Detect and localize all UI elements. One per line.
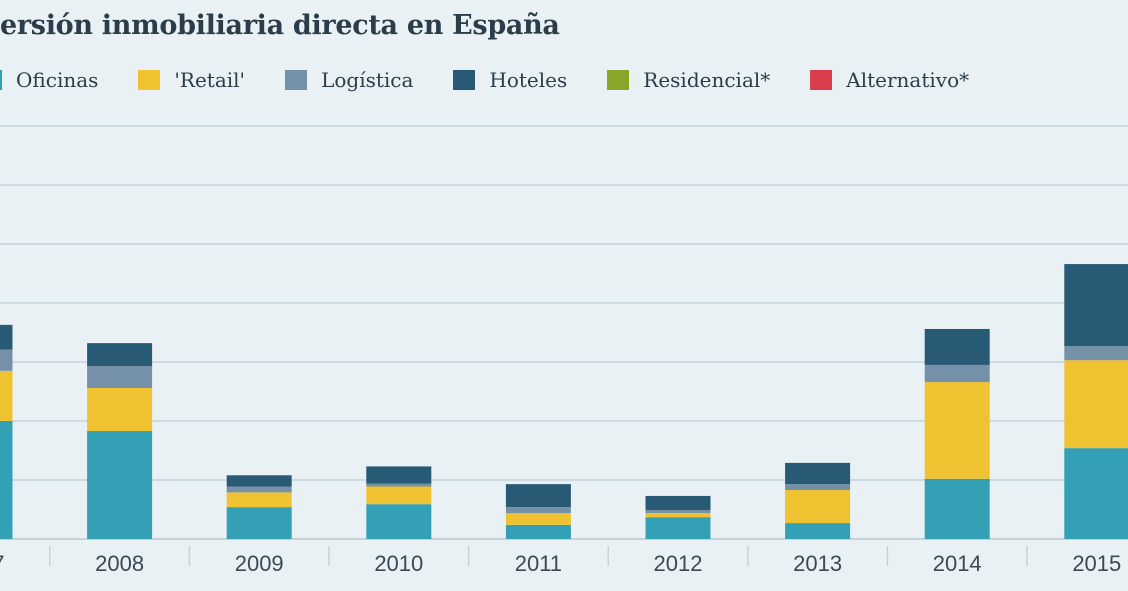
bar-segment <box>785 523 851 539</box>
bar-segment <box>366 466 432 484</box>
x-tick-label: 2011 <box>515 551 562 576</box>
bar-segment <box>924 364 990 383</box>
bar-segment <box>226 475 292 487</box>
legend-item: Hoteles <box>453 68 567 92</box>
bar-segment <box>87 366 153 388</box>
bar-segment <box>785 490 851 524</box>
legend-label: Logística <box>321 68 414 92</box>
x-tick-label: 2008 <box>95 551 144 576</box>
bar-segment <box>785 484 851 491</box>
bar-segment <box>366 504 432 539</box>
legend-item: Oficinas <box>0 68 98 92</box>
legend-label: Alternativo* <box>846 68 970 92</box>
bar-segment <box>0 370 13 421</box>
legend-label: Residencial* <box>643 68 771 92</box>
x-tick-label: 2010 <box>374 551 423 576</box>
legend-label: 'Retail' <box>174 68 246 92</box>
bar-segment <box>87 387 153 432</box>
bar-segment <box>645 510 711 514</box>
bar-segment <box>0 421 13 539</box>
legend-label: Hoteles <box>489 68 568 92</box>
legend-swatch <box>607 70 630 90</box>
bar-segment <box>1064 360 1128 449</box>
bar-segment <box>1064 448 1128 539</box>
legend-swatch <box>0 70 2 90</box>
legend-swatch <box>285 70 308 90</box>
chart-title: ersión inmobiliaria directa en España <box>0 10 560 41</box>
bar-segment <box>0 349 13 371</box>
bar-segment <box>87 343 153 367</box>
bar-segment <box>0 324 13 350</box>
legend: Oficinas 'Retail' Logística Hoteles Residenc… <box>0 68 1009 92</box>
bar-segment <box>87 431 153 539</box>
x-tick-label: 2007 <box>0 551 4 576</box>
x-tick-label: 2009 <box>235 551 284 576</box>
bar-segment <box>366 486 432 505</box>
bar-segment <box>226 492 292 508</box>
legend-item: 'Retail' <box>138 68 245 92</box>
bar-segment <box>505 484 571 508</box>
legend-swatch <box>453 70 476 90</box>
x-tick-label: 2012 <box>654 551 703 576</box>
legend-item: Logística <box>285 68 413 92</box>
bar-segment <box>226 507 292 539</box>
bar-segment <box>366 483 432 487</box>
bar-segment <box>505 513 571 525</box>
x-tick-label: 2013 <box>793 551 842 576</box>
legend-swatch <box>138 70 161 90</box>
x-tick-label: 2015 <box>1072 551 1121 576</box>
legend-item: Residencial* <box>607 68 770 92</box>
bar-segment <box>505 507 571 514</box>
bar-segment <box>645 513 711 518</box>
legend-swatch <box>810 70 833 90</box>
bar-segment <box>645 517 711 539</box>
bar-segment <box>645 495 711 511</box>
bar-segment <box>505 524 571 539</box>
bar-segment <box>924 382 990 479</box>
bar-segment <box>785 462 851 485</box>
bar-segment <box>1064 264 1128 347</box>
bar-segment <box>226 486 292 493</box>
legend-label: Oficinas <box>16 68 99 92</box>
x-tick-label: 2014 <box>933 551 982 576</box>
bar-segment <box>924 478 990 539</box>
bar-segment <box>924 328 990 365</box>
bar-segment <box>1064 346 1128 361</box>
legend-item: Alternativo* <box>810 68 969 92</box>
